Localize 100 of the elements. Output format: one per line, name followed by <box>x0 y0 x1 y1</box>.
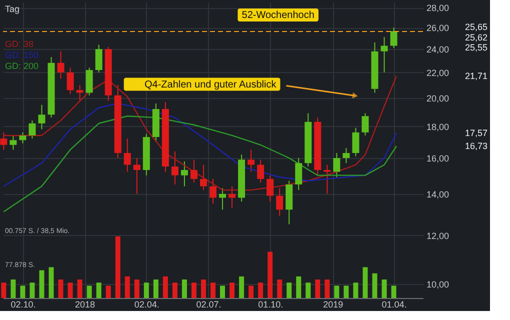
text: 21,71 <box>465 71 488 82</box>
candlestick <box>276 188 284 216</box>
candlestick <box>210 178 216 204</box>
bar <box>306 282 311 298</box>
candlestick <box>124 138 131 172</box>
y-tick-label: 24,00 <box>426 44 450 55</box>
bar <box>315 280 320 298</box>
bar <box>1 282 6 298</box>
y-tick-label: 16,00 <box>426 153 450 164</box>
y-tick-label: 22,00 <box>426 68 450 78</box>
candlestick <box>57 50 64 80</box>
y-tick-label: 18,00 <box>426 122 450 132</box>
line-series <box>3 116 398 212</box>
bar <box>210 282 216 298</box>
bar <box>362 267 368 298</box>
y-tick-label: 10,00 <box>426 280 450 290</box>
bar <box>334 286 340 298</box>
bar <box>239 276 244 298</box>
bar <box>191 282 196 298</box>
bar <box>220 286 226 298</box>
text: 16,73 <box>465 141 488 152</box>
candlestick <box>380 36 388 73</box>
x-tick-label: 2019 <box>323 300 344 310</box>
x-tick-label: 02.04. <box>134 300 160 310</box>
x-tick-label: 01.10. <box>258 300 284 310</box>
bar <box>296 276 302 298</box>
bar <box>106 286 111 298</box>
text: 17,57 <box>465 128 488 138</box>
text: GD: 38 <box>5 39 34 49</box>
bar <box>268 252 273 298</box>
text: GD: 200 <box>5 61 39 71</box>
text: 25,55 <box>465 42 488 53</box>
bar <box>182 280 187 298</box>
bar <box>58 280 64 298</box>
bar <box>68 282 73 298</box>
candlestick <box>133 157 140 194</box>
candlestick <box>86 67 93 96</box>
candlestick <box>19 132 26 144</box>
text: GD: 150 <box>5 50 39 60</box>
text: 25,62 <box>465 32 488 43</box>
candlestick <box>228 186 236 208</box>
bar <box>230 282 235 298</box>
bar <box>372 273 378 298</box>
candlestick <box>180 160 188 187</box>
candlestick <box>295 157 302 191</box>
candlestick <box>324 164 331 194</box>
x-tick-label: 01.04. <box>382 300 407 310</box>
candlestick <box>248 149 255 172</box>
bar <box>20 286 26 298</box>
bar <box>96 282 102 298</box>
y-tick-label: 20,00 <box>426 94 450 104</box>
candlestick <box>352 127 360 157</box>
x-tick-label: 2018 <box>75 300 96 310</box>
x-tick-label: 02.07. <box>196 300 222 310</box>
text: 25,65 <box>465 22 488 32</box>
y-tick-label: 26,00 <box>426 23 450 34</box>
y-tick-label: 28,00 <box>426 3 450 14</box>
chart-subtitle: Tag <box>5 4 20 14</box>
candlestick <box>171 150 178 185</box>
bar <box>258 282 264 298</box>
candlestick <box>10 134 17 150</box>
candlestick <box>266 174 274 202</box>
bar <box>153 280 158 298</box>
line-series <box>3 102 398 187</box>
candlestick <box>390 27 398 48</box>
bar <box>344 286 349 298</box>
bar <box>10 280 16 298</box>
bar <box>86 286 92 298</box>
candlestick <box>342 148 350 164</box>
candlestick <box>0 132 8 150</box>
bar <box>353 282 358 298</box>
bar <box>162 276 168 298</box>
bar <box>77 280 82 298</box>
candlestick <box>66 67 74 95</box>
bar <box>324 280 330 298</box>
candlestick <box>257 159 264 184</box>
candlestick <box>95 44 102 73</box>
bar <box>286 282 292 298</box>
candlestick <box>219 188 226 210</box>
bar <box>382 280 387 298</box>
candlestick <box>333 152 340 178</box>
bar <box>134 280 140 298</box>
ref-line-label: 52-Wochenhoch <box>242 10 314 22</box>
bar <box>277 280 282 298</box>
x-tick-label: 02.10. <box>10 300 36 310</box>
candlestick <box>76 84 84 102</box>
bar <box>39 270 44 298</box>
candlestick <box>38 104 46 130</box>
y-tick-label: 12,00 <box>426 230 450 241</box>
bar <box>200 280 206 298</box>
bar <box>172 282 178 298</box>
candlestick <box>28 120 36 140</box>
bar <box>144 282 149 298</box>
bar <box>248 286 254 298</box>
bar <box>48 267 54 298</box>
bar <box>30 282 35 298</box>
annotation: Q4-Zahlen und guter Ausblick <box>144 80 278 91</box>
candlestick <box>200 164 207 191</box>
bar <box>391 286 396 298</box>
candlestick <box>362 112 369 136</box>
